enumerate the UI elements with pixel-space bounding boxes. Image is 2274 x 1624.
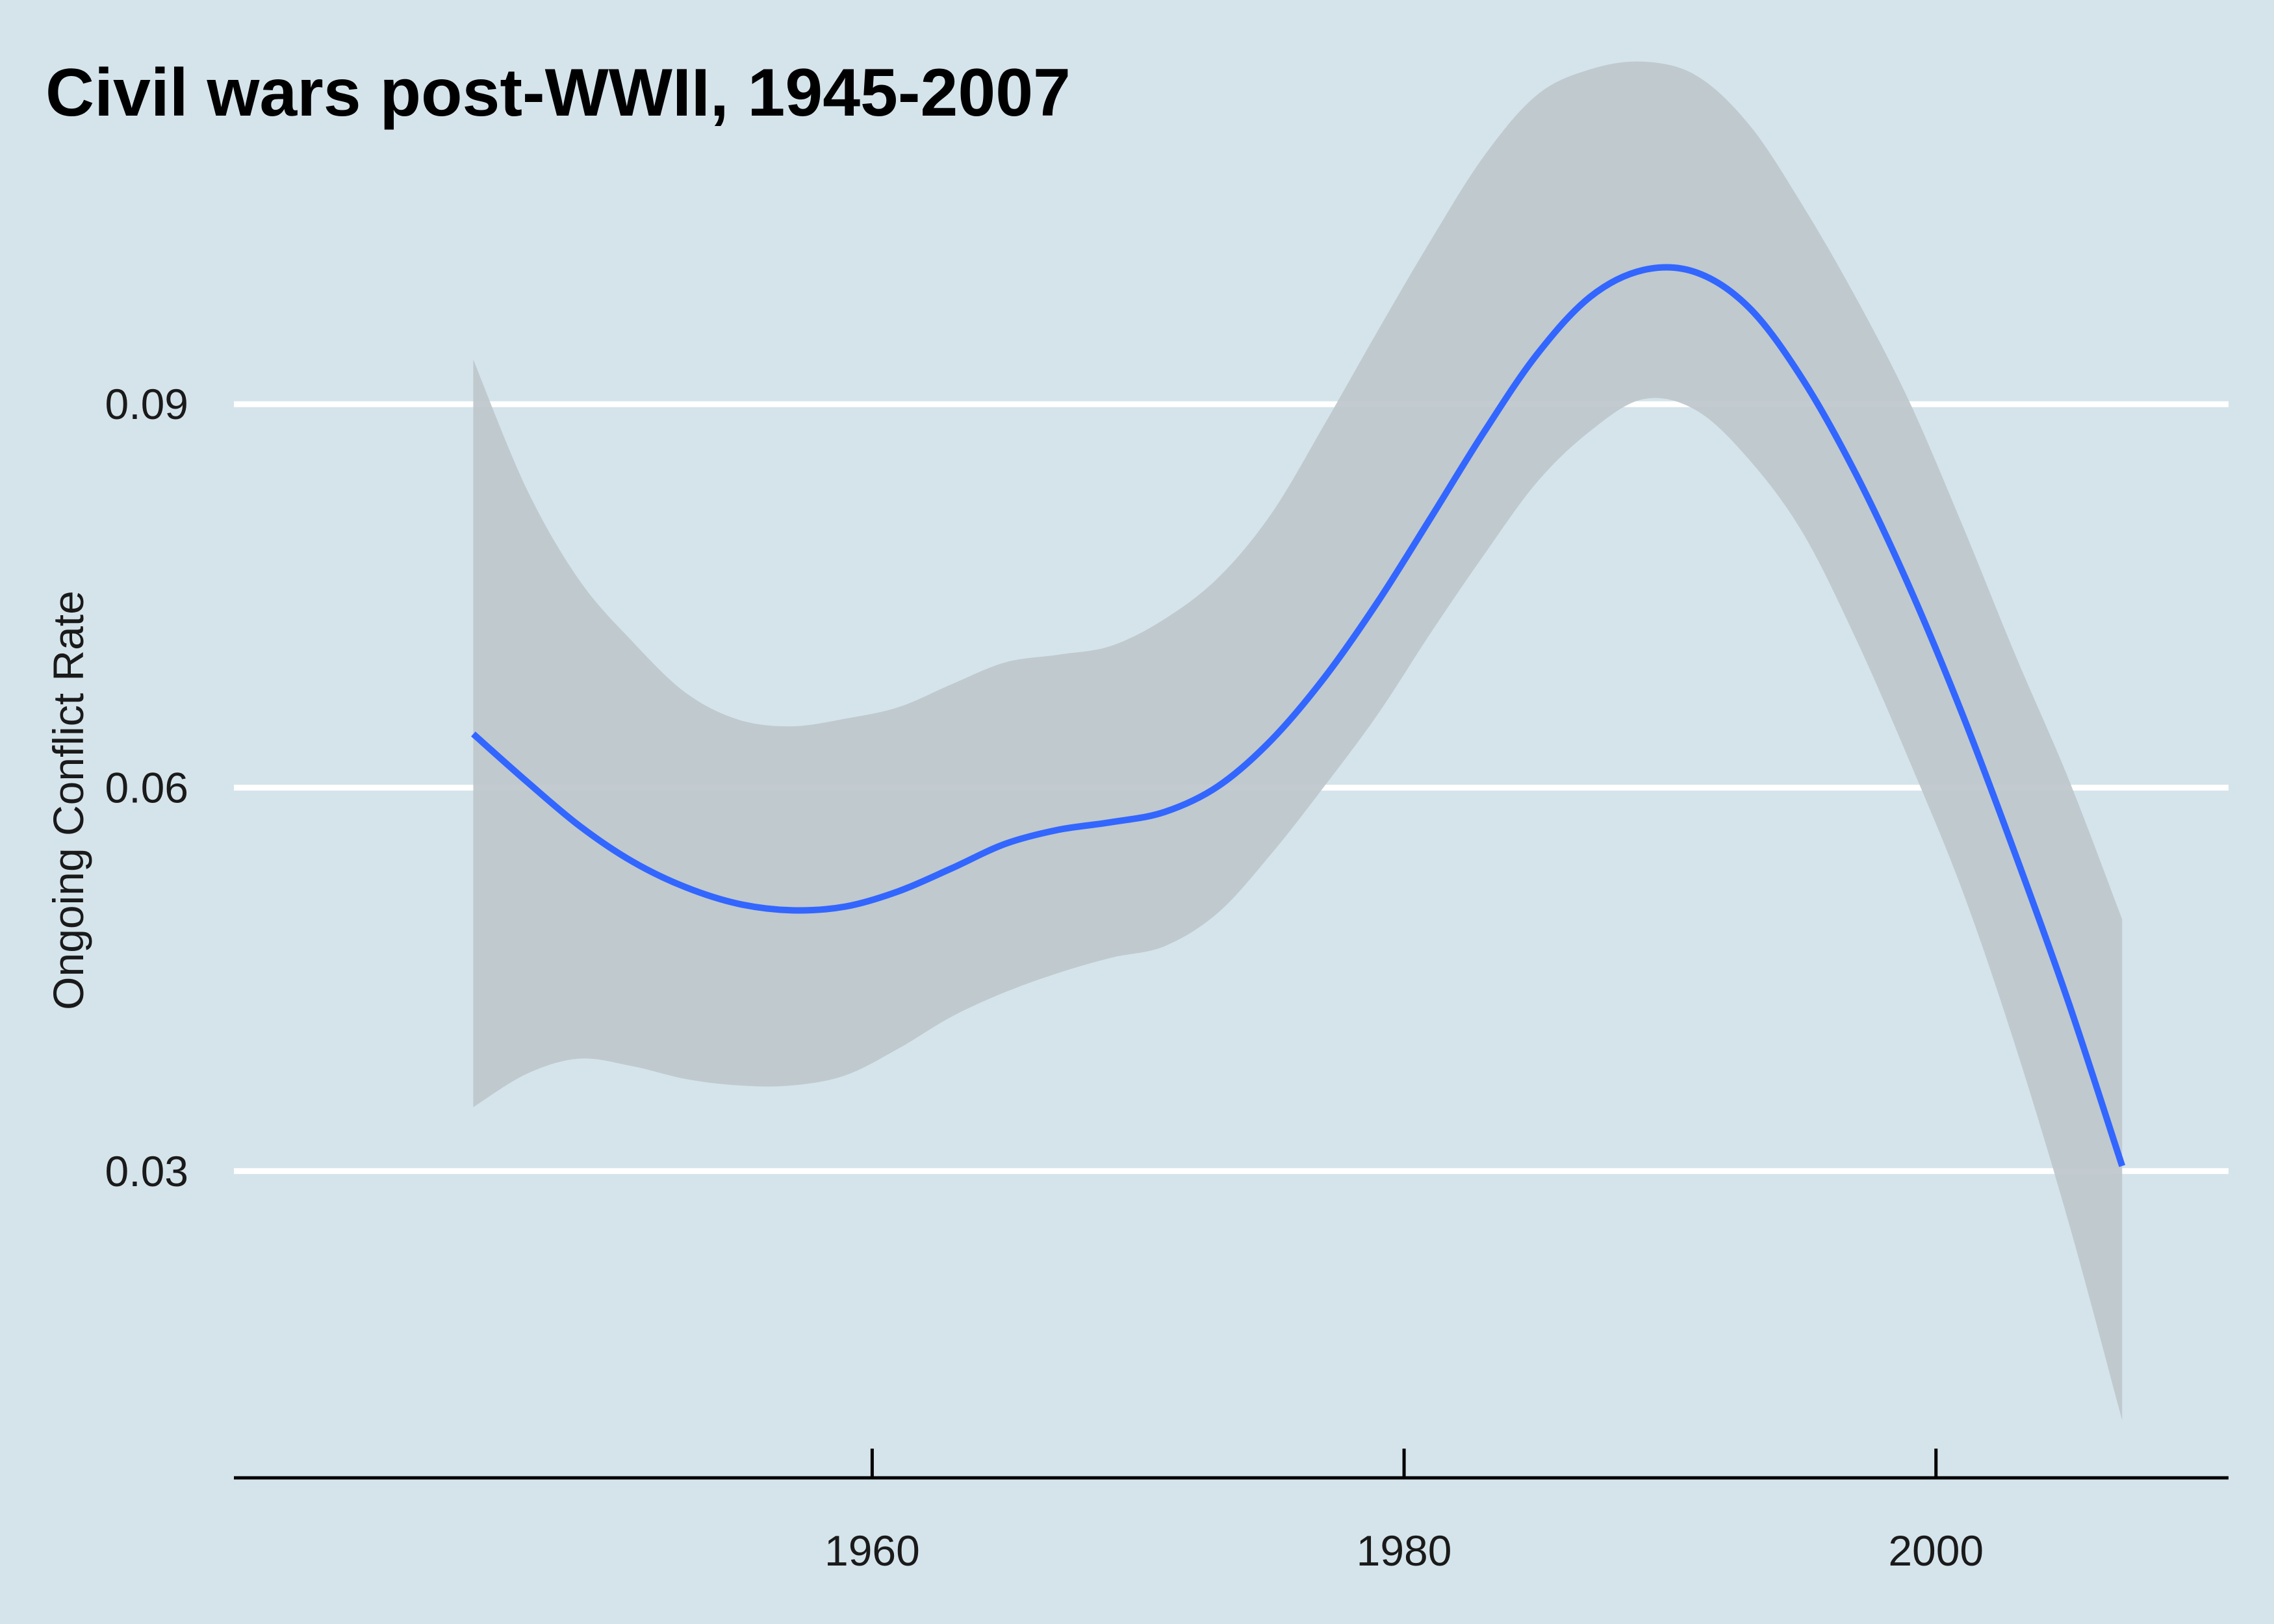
confidence-band bbox=[473, 61, 2123, 1421]
y-tick-label: 0.06 bbox=[105, 764, 188, 812]
y-tick-label: 0.03 bbox=[105, 1147, 188, 1195]
trend-line bbox=[471, 264, 2126, 1167]
y-tick-label: 0.09 bbox=[105, 380, 188, 428]
x-tick-label: 2000 bbox=[1888, 1527, 1984, 1575]
x-tick-label: 1980 bbox=[1357, 1527, 1452, 1575]
x-axis-ticks: 1960 1980 2000 bbox=[824, 1449, 1984, 1575]
y-axis-ticks: 0.03 0.06 0.09 bbox=[105, 380, 188, 1195]
y-axis-title: Ongoing Conflict Rate bbox=[44, 590, 92, 1010]
chart-title: Civil wars post-WWII, 1945-2007 bbox=[45, 55, 1071, 131]
x-tick-label: 1960 bbox=[824, 1527, 920, 1575]
